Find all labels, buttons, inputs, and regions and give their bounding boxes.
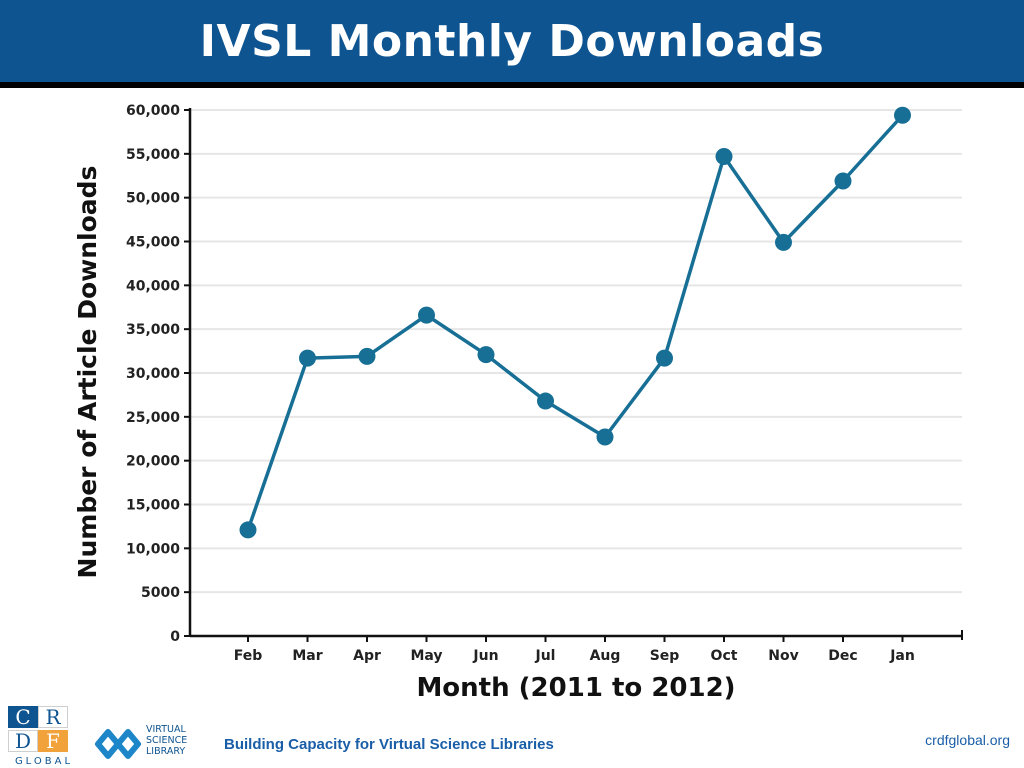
crdf-global-logo: C R D F GLOBAL	[8, 705, 80, 767]
vsl-line-3: LIBRARY	[146, 746, 186, 757]
vsl-infinity-icon	[95, 729, 141, 759]
x-tick-label: Oct	[711, 648, 738, 664]
y-tick-label: 25,000	[126, 410, 180, 426]
x-tick-label: Sep	[650, 648, 680, 664]
data-point	[477, 346, 495, 364]
line-chart: 0 5000 10,000 15,000 20,000 25,000 30,000 35,00…	[73, 103, 963, 702]
vsl-line-1: VIRTUAL	[146, 724, 186, 735]
x-tick-label: Jun	[472, 648, 498, 664]
x-tick-label: Dec	[828, 648, 857, 664]
title-divider	[0, 82, 1024, 88]
crdf-global-word: GLOBAL	[14, 756, 74, 767]
y-tick-label: 45,000	[126, 235, 180, 251]
axes	[184, 108, 963, 642]
series-downloads	[239, 106, 911, 539]
virtual-science-library-logo: VIRTUAL SCIENCE LIBRARY	[92, 724, 210, 764]
x-tick-label: Apr	[353, 648, 381, 664]
y-tick-label: 5000	[141, 585, 180, 601]
crdf-letter-c: C	[8, 705, 38, 729]
y-tick-label: 60,000	[126, 103, 180, 119]
data-point	[775, 233, 792, 251]
footer: C R D F GLOBAL VIRTUAL SCIENCE LIBRARY B…	[0, 700, 1024, 768]
x-tick-label: Jan	[889, 648, 915, 664]
x-tick-labels: Feb Mar Apr May Jun Jul Aug Sep Oct Nov Dec Jan	[234, 648, 915, 664]
y-axis-title: Number of Article Downloads	[73, 166, 102, 579]
footer-site-url: crdfglobal.org	[925, 732, 1010, 748]
x-axis-title: Month (2011 to 2012)	[416, 673, 735, 702]
crdf-letter-f: F	[38, 729, 68, 753]
data-point	[418, 306, 435, 324]
vsl-line-2: SCIENCE	[146, 735, 188, 746]
y-tick-label: 15,000	[126, 498, 180, 514]
data-point	[239, 521, 257, 539]
data-point	[894, 106, 911, 124]
data-point	[358, 347, 376, 365]
data-point	[715, 147, 733, 165]
data-point	[537, 392, 554, 410]
y-tick-label: 30,000	[126, 366, 180, 382]
x-tick-label: Mar	[292, 648, 322, 664]
x-tick-label: Aug	[590, 648, 621, 664]
crdf-letter-d: D	[8, 729, 38, 753]
y-tick-label: 20,000	[126, 454, 180, 470]
y-tick-label: 50,000	[126, 191, 180, 207]
footer-tagline: Building Capacity for Virtual Science Li…	[224, 736, 554, 753]
x-tick-label: Jul	[535, 648, 556, 664]
y-tick-label: 0	[170, 629, 180, 645]
data-point	[656, 349, 673, 367]
page-title: IVSL Monthly Downloads	[199, 15, 825, 67]
data-point	[596, 428, 614, 446]
series-line	[246, 114, 904, 531]
x-tick-label: May	[410, 648, 442, 664]
crdf-letter-r: R	[38, 705, 68, 729]
data-point	[299, 349, 316, 367]
y-tick-label: 10,000	[126, 541, 180, 557]
x-tick-label: Feb	[234, 648, 263, 664]
x-tick-label: Nov	[768, 648, 798, 664]
y-tick-labels: 0 5000 10,000 15,000 20,000 25,000 30,000 35,00…	[126, 103, 180, 645]
y-tick-label: 40,000	[126, 278, 180, 294]
title-bar: IVSL Monthly Downloads	[0, 0, 1024, 82]
grid-lines	[190, 109, 962, 594]
data-point	[834, 172, 852, 190]
y-tick-label: 55,000	[126, 147, 180, 163]
y-tick-label: 35,000	[126, 322, 180, 338]
